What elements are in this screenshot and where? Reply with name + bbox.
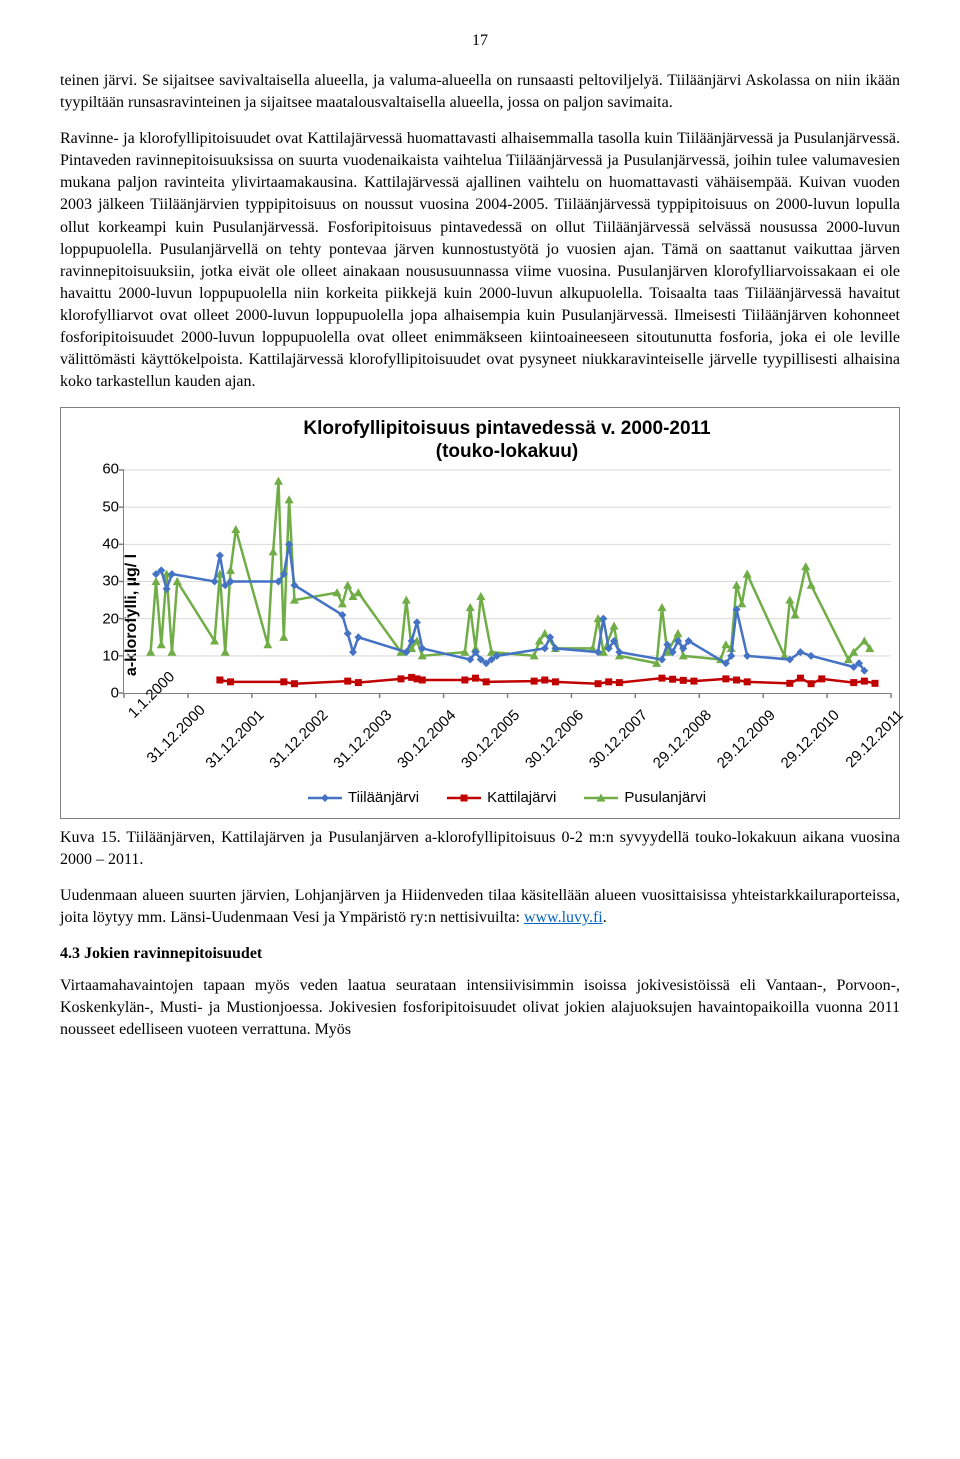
chlorophyll-chart: a-klorofylli, µg/ l 0102030405060 Klorof…: [60, 407, 900, 819]
chart-title-line2: (touko-lokakuu): [436, 441, 579, 462]
y-tick-label: 20: [102, 609, 119, 630]
paragraph-3b: .: [603, 909, 607, 926]
paragraph-2: Ravinne- ja klorofyllipitoisuudet ovat K…: [60, 128, 900, 393]
chart-title: Klorofyllipitoisuus pintavedessä v. 2000…: [123, 418, 891, 464]
y-tick-label: 60: [102, 460, 119, 481]
y-tick-label: 50: [102, 497, 119, 518]
y-tick-label: 40: [102, 534, 119, 555]
y-tick-label: 30: [102, 572, 119, 593]
x-tick-label: 31.12.2000: [143, 706, 206, 769]
x-tick-label: 1.1.2000: [124, 706, 141, 723]
page-number: 17: [60, 30, 900, 52]
chart-title-line1: Klorofyllipitoisuus pintavedessä v. 2000…: [303, 418, 710, 439]
y-tick-label: 0: [111, 684, 119, 705]
paragraph-1: teinen järvi. Se sijaitsee savivaltaisel…: [60, 70, 900, 114]
y-tick-label: 10: [102, 646, 119, 667]
